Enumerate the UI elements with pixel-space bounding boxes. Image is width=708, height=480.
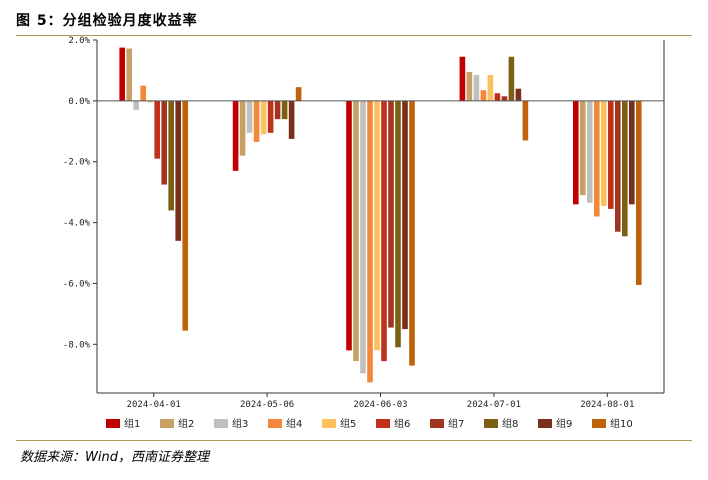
y-tick-label: -6.0% <box>63 279 91 289</box>
bar <box>402 100 408 330</box>
bar <box>175 100 181 241</box>
bar <box>232 100 239 171</box>
y-tick-label: -2.0% <box>63 158 91 168</box>
legend-label: 组6 <box>394 417 410 430</box>
bar <box>395 100 401 348</box>
legend-label: 组10 <box>610 417 633 430</box>
legend-label: 组3 <box>232 417 248 430</box>
bar <box>508 56 515 101</box>
bar <box>622 100 628 237</box>
x-tick-label: 2024-07-01 <box>467 400 521 410</box>
bar <box>501 96 508 101</box>
legend-swatch <box>160 419 174 428</box>
bar <box>260 100 267 135</box>
bar <box>288 100 295 139</box>
bar <box>246 100 253 133</box>
legend-swatch <box>322 419 336 428</box>
source-divider <box>16 440 692 441</box>
bar <box>274 100 281 120</box>
bar <box>473 75 480 101</box>
bar <box>487 75 494 101</box>
bar <box>515 88 522 101</box>
bar <box>161 100 167 185</box>
bar <box>133 100 139 110</box>
legend-swatch <box>376 419 390 428</box>
bar <box>281 100 288 120</box>
legend-label: 组4 <box>286 417 302 430</box>
bar <box>360 100 366 374</box>
bar <box>140 85 146 101</box>
x-axis: 2024-04-01 2024-05-06 2024-06-03 2024-07-01… <box>127 393 634 410</box>
bar <box>388 100 394 328</box>
bar <box>594 100 600 217</box>
x-tick-label: 2024-06-03 <box>353 400 407 410</box>
legend-label: 组9 <box>556 417 572 430</box>
bar <box>367 100 373 383</box>
bar <box>580 100 586 196</box>
bar <box>629 100 635 205</box>
plot-frame <box>96 40 665 394</box>
y-axis: 2.0% 0.0% -2.0% -4.0% -6.0% -8.0% <box>63 36 97 350</box>
bar <box>374 100 380 351</box>
bar <box>126 48 132 101</box>
x-tick-label: 2024-05-06 <box>240 400 294 410</box>
legend-label: 组2 <box>178 417 194 430</box>
bar <box>573 100 579 205</box>
legend-swatch <box>106 419 120 428</box>
bar <box>381 100 387 362</box>
legend-swatch <box>214 419 228 428</box>
bar <box>522 100 529 141</box>
bar <box>239 100 246 156</box>
bar <box>182 100 188 331</box>
bar <box>353 100 359 362</box>
bar <box>409 100 415 366</box>
y-tick-label: -8.0% <box>63 340 91 350</box>
title-divider <box>16 35 692 36</box>
bar <box>154 100 160 159</box>
bar-series <box>97 47 664 383</box>
legend-label: 组1 <box>124 417 140 430</box>
bar <box>119 47 125 101</box>
legend-swatch <box>484 419 498 428</box>
bar <box>601 100 607 206</box>
legend-swatch <box>592 419 606 428</box>
legend-label: 组7 <box>448 417 464 430</box>
bar <box>459 56 466 101</box>
bar <box>466 71 473 101</box>
legend-swatch <box>430 419 444 428</box>
bar <box>253 100 260 142</box>
y-tick-label: 2.0% <box>68 36 90 46</box>
y-tick-label: -4.0% <box>63 219 91 229</box>
bar <box>615 100 621 232</box>
bar <box>636 100 642 285</box>
bar <box>295 87 302 101</box>
legend-label: 组8 <box>502 417 518 430</box>
x-tick-label: 2024-08-01 <box>580 400 634 410</box>
bar <box>267 100 274 133</box>
legend-swatch <box>268 419 282 428</box>
y-tick-label: 0.0% <box>68 97 90 107</box>
bar <box>494 93 501 101</box>
legend-swatch <box>538 419 552 428</box>
bar <box>587 100 593 203</box>
bar <box>168 100 174 211</box>
legend: 组1 组2 组3 组4 组5 组6 组7 组8 组9 组10 <box>106 417 633 430</box>
bar-chart: 2.0%0.0%-2.0%-4.0%-6.0%-8.0% 2024-04-01 2… <box>63 36 665 430</box>
bar <box>346 100 352 351</box>
figure-title: 图 5：分组检验月度收益率 <box>16 13 198 29</box>
bar <box>480 90 487 101</box>
bar <box>147 100 153 103</box>
x-tick-label: 2024-04-01 <box>127 400 181 410</box>
source-note: 数据来源：Wind，西南证券整理 <box>20 450 209 465</box>
legend-label: 组5 <box>340 417 356 430</box>
bar <box>608 100 614 209</box>
